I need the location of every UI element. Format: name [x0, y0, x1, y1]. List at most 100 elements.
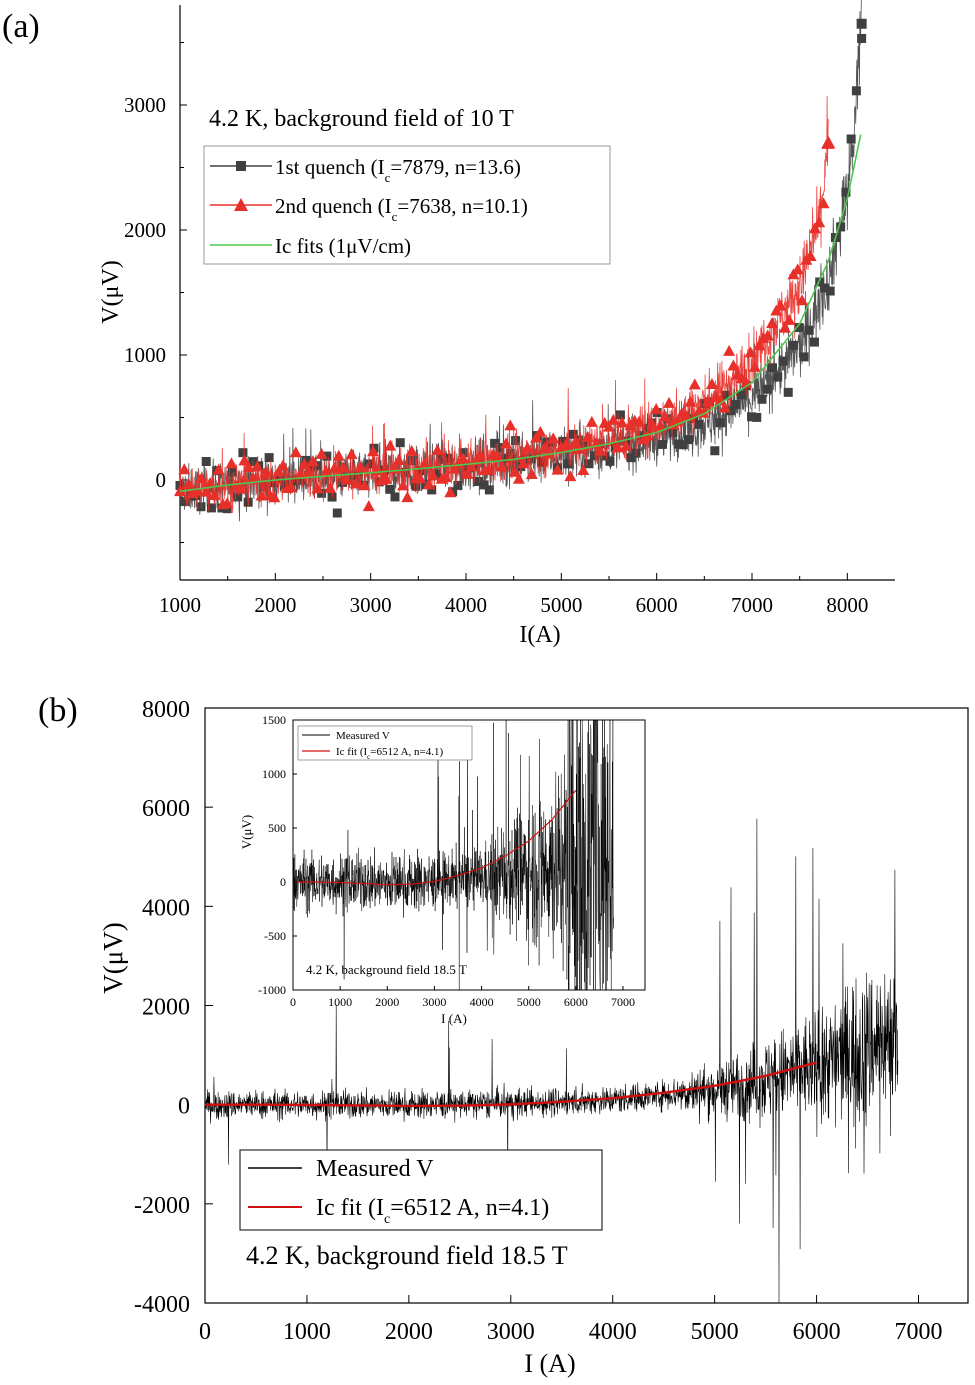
panel-a-point-2nd-quench	[684, 395, 697, 407]
panel-a-point-1st-quench	[427, 485, 437, 495]
panel-a-point-2nd-quench	[332, 449, 345, 461]
inset-measured-trace	[292, 719, 614, 991]
inset-x-tick-label: 1000	[328, 995, 352, 1009]
panel-a-point-2nd-quench	[341, 473, 354, 485]
panel-a-point-1st-quench	[605, 456, 615, 466]
panel-a-point-2nd-quench	[482, 463, 495, 475]
panel-a-point-1st-quench	[385, 484, 395, 494]
panel-b-x-tick-label: 7000	[895, 1319, 943, 1345]
panel-a-point-1st-quench	[484, 485, 494, 495]
panel-a-point-2nd-quench	[225, 457, 238, 469]
panel-a-point-2nd-quench	[191, 484, 204, 496]
panel-a-x-tick-label: 5000	[540, 593, 582, 617]
panel-a-label: (a)	[2, 8, 40, 45]
panel-a-point-2nd-quench	[418, 457, 431, 469]
panel-a-point-2nd-quench	[491, 450, 504, 462]
panel-a-point-2nd-quench	[572, 442, 585, 454]
inset-annotation: 4.2 K, background field 18.5 T	[306, 962, 467, 977]
panel-a-fit-line	[179, 134, 862, 493]
panel-b-x-tick-label: 5000	[691, 1319, 739, 1345]
panel-a-point-1st-quench	[804, 325, 814, 335]
panel-a-point-2nd-quench	[530, 431, 543, 443]
panel-a-point-2nd-quench	[439, 471, 452, 483]
panel-b-legend-box	[239, 1149, 603, 1231]
panel-a-point-1st-quench	[642, 424, 652, 434]
panel-a-point-1st-quench	[296, 475, 306, 485]
panel-a-point-2nd-quench	[195, 472, 208, 484]
panel-a-point-2nd-quench	[714, 394, 727, 406]
panel-a-point-2nd-quench	[748, 360, 761, 372]
panel-a-point-1st-quench	[726, 406, 736, 416]
panel-a-point-2nd-quench	[246, 471, 259, 483]
panel-a-point-1st-quench	[290, 476, 300, 486]
panel-a-point-2nd-quench	[705, 378, 718, 390]
panel-a-point-1st-quench	[269, 478, 279, 488]
panel-a-point-2nd-quench	[615, 416, 628, 428]
panel-a-point-2nd-quench	[517, 457, 530, 469]
panel-a-legend-marker-2nd-quench	[234, 198, 248, 211]
panel-a-point-1st-quench	[694, 419, 704, 429]
panel-a-point-1st-quench	[820, 283, 830, 293]
panel-a-y-tick-label: 2000	[124, 218, 166, 242]
panel-a-point-2nd-quench	[405, 444, 418, 456]
panel-a-point-2nd-quench	[306, 455, 319, 467]
panel-a-point-2nd-quench	[276, 459, 289, 471]
panel-a-point-2nd-quench	[564, 470, 577, 482]
panel-a-point-2nd-quench	[345, 448, 358, 460]
panel-a-point-1st-quench	[442, 453, 452, 463]
panel-a-point-2nd-quench	[324, 481, 337, 493]
inset-y-tick-label: -1000	[258, 983, 286, 997]
panel-a-point-2nd-quench	[384, 439, 397, 451]
panel-a-point-2nd-quench	[585, 415, 598, 427]
inset-y-tick-label: 1500	[262, 713, 286, 727]
panel-a-point-2nd-quench	[534, 425, 547, 437]
panel-a-point-1st-quench	[584, 459, 594, 469]
panel-a-point-1st-quench	[794, 323, 804, 333]
inset-y-tick-label: 500	[268, 821, 286, 835]
inset-x-tick-label: 4000	[470, 995, 494, 1009]
panel-b-y-tick-label: 0	[178, 1094, 190, 1120]
panel-a-point-2nd-quench	[367, 445, 380, 457]
panel-a-point-1st-quench	[453, 480, 463, 490]
panel-a-point-1st-quench	[851, 86, 861, 96]
panel-a-point-2nd-quench	[718, 401, 731, 413]
inset-plot-frame	[292, 719, 646, 991]
panel-a-point-1st-quench	[233, 492, 243, 502]
inset-y-tick-label: -500	[264, 929, 286, 943]
panel-a-point-1st-quench	[432, 469, 442, 479]
panel-b-x-tick-label: 3000	[487, 1319, 535, 1345]
panel-a-point-1st-quench	[668, 427, 678, 437]
panel-a-point-2nd-quench	[208, 489, 221, 501]
panel-a-point-2nd-quench	[658, 410, 671, 422]
panel-a-point-1st-quench	[301, 455, 311, 465]
inset-x-tick-label: 3000	[422, 995, 446, 1009]
panel-a-x-tick-label: 2000	[254, 593, 296, 617]
panel-b-y-tick-label: 2000	[142, 995, 190, 1021]
panel-a-point-2nd-quench	[607, 413, 620, 425]
panel-a-legend-label-ic-fits: Ic fits (1μV/cm)	[275, 234, 411, 258]
panel-a-point-2nd-quench	[272, 465, 285, 477]
panel-a-point-2nd-quench	[431, 444, 444, 456]
panel-a-point-1st-quench	[600, 451, 610, 461]
panel-a-point-1st-quench	[327, 492, 337, 502]
panel-a-point-2nd-quench	[199, 485, 212, 497]
panel-a-point-2nd-quench	[817, 197, 830, 209]
panel-b-y-axis-label: V(μV)	[98, 922, 128, 993]
panel-a-point-2nd-quench	[457, 452, 470, 464]
panel-b-legend-label-measured: Measured V	[316, 1156, 434, 1182]
panel-a-point-1st-quench	[836, 222, 846, 232]
panel-a-point-1st-quench	[411, 481, 421, 491]
panel-a-point-2nd-quench	[723, 344, 736, 356]
panel-a-point-1st-quench	[736, 390, 746, 400]
panel-a-point-1st-quench	[846, 134, 856, 144]
panel-a-point-2nd-quench	[504, 419, 517, 431]
panel-a-point-1st-quench	[731, 400, 741, 410]
panel-a-point-1st-quench	[788, 340, 798, 350]
panel-a-point-2nd-quench	[315, 447, 328, 459]
panel-a-point-2nd-quench	[285, 481, 298, 493]
panel-a-legend-marker-1st-quench	[236, 161, 246, 171]
panel-a-annotation: 4.2 K, background field of 10 T	[209, 106, 514, 132]
panel-a-point-1st-quench	[778, 356, 788, 366]
panel-a-point-2nd-quench	[542, 447, 555, 459]
panel-a-point-2nd-quench	[766, 317, 779, 329]
